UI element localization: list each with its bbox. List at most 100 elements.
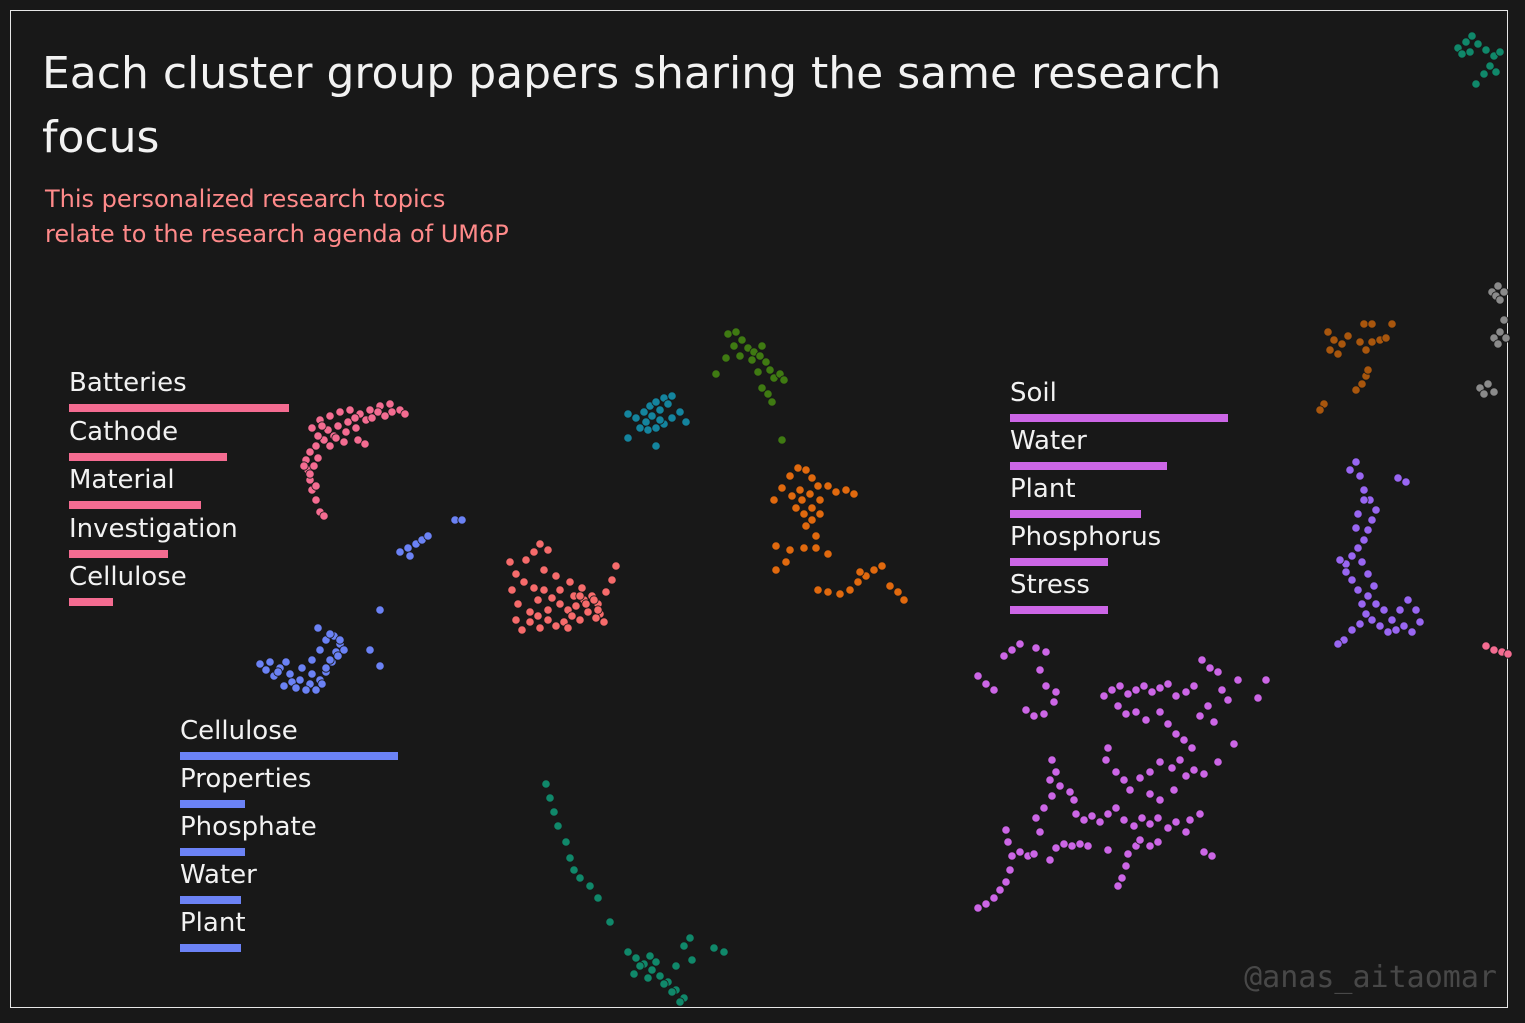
- scatter-point: [1065, 787, 1075, 797]
- scatter-point: [350, 413, 360, 423]
- scatter-point: [1353, 585, 1363, 595]
- scatter-point: [333, 421, 343, 431]
- scatter-point: [591, 613, 601, 623]
- scatter-point: [565, 577, 575, 587]
- scatter-point: [1369, 581, 1379, 591]
- scatter-point: [1041, 681, 1051, 691]
- scatter-point: [1347, 625, 1357, 635]
- scatter-point: [1355, 471, 1365, 481]
- scatter-point: [801, 521, 811, 531]
- scatter-point: [635, 961, 645, 971]
- scatter-point: [575, 873, 585, 883]
- scatter-point: [1359, 495, 1369, 505]
- scatter-point: [307, 655, 317, 665]
- scatter-point: [675, 407, 685, 417]
- scatter-point: [297, 663, 307, 673]
- scatter-point: [1501, 333, 1511, 343]
- scatter-point: [659, 979, 669, 989]
- scatter-point: [539, 565, 549, 575]
- scatter-point: [1387, 319, 1397, 329]
- scatter-point: [295, 675, 305, 685]
- scatter-point: [1155, 795, 1165, 805]
- scatter-point: [1125, 785, 1135, 795]
- scatter-point: [291, 683, 301, 693]
- scatter-point: [1205, 663, 1215, 673]
- scatter-point: [341, 427, 351, 437]
- keyword-label-pink-2: Material: [69, 465, 175, 495]
- cluster-2: [505, 539, 621, 635]
- scatter-point: [1495, 327, 1505, 337]
- scatter-point: [1131, 685, 1141, 695]
- scatter-point: [1467, 31, 1477, 41]
- scatter-point: [1187, 743, 1197, 753]
- scatter-point: [1457, 49, 1467, 59]
- scatter-point: [799, 543, 809, 553]
- scatter-point: [1145, 841, 1155, 851]
- scatter-point: [623, 947, 633, 957]
- scatter-point: [1355, 619, 1365, 629]
- scatter-point: [525, 617, 535, 627]
- scatter-point: [729, 341, 739, 351]
- scatter-point: [395, 547, 405, 557]
- scatter-point: [777, 435, 787, 445]
- scatter-point: [807, 515, 817, 525]
- scatter-point: [1357, 379, 1367, 389]
- scatter-point: [1401, 477, 1411, 487]
- scatter-point: [1121, 709, 1131, 719]
- scatter-point: [1111, 803, 1121, 813]
- scatter-point: [1347, 551, 1357, 561]
- scatter-point: [1145, 767, 1155, 777]
- cluster-10: [1453, 31, 1505, 89]
- keyword-label-violet-0: Soil: [1010, 378, 1057, 408]
- scatter-point: [1489, 387, 1499, 397]
- scatter-point: [1101, 755, 1111, 765]
- scatter-point: [1399, 621, 1409, 631]
- cluster-11: [1481, 641, 1513, 659]
- scatter-point: [331, 433, 341, 443]
- scatter-point: [1355, 337, 1365, 347]
- scatter-point: [533, 595, 543, 605]
- scatter-point: [1479, 69, 1489, 79]
- scatter-point: [687, 955, 697, 965]
- scatter-point: [655, 415, 665, 425]
- scatter-point: [1493, 339, 1503, 349]
- scatter-point: [1199, 847, 1209, 857]
- scatter-point: [1203, 701, 1213, 711]
- chart-title: Each cluster group papers sharing the sa…: [42, 48, 1222, 163]
- scatter-point: [1367, 319, 1377, 329]
- scatter-point: [655, 971, 665, 981]
- keyword-bar-blue-4: [180, 944, 241, 952]
- scatter-point: [805, 489, 815, 499]
- scatter-point: [761, 357, 771, 367]
- scatter-point: [1483, 379, 1493, 389]
- scatter-point: [1047, 755, 1057, 765]
- scatter-point: [313, 431, 323, 441]
- scatter-point: [313, 453, 323, 463]
- scatter-point: [593, 605, 603, 615]
- scatter-point: [1495, 295, 1505, 305]
- scatter-point: [563, 623, 573, 633]
- cluster-9: [1475, 281, 1511, 399]
- scatter-point: [525, 607, 535, 617]
- keyword-label-blue-4: Plant: [180, 908, 246, 938]
- scatter-point: [623, 433, 633, 443]
- scatter-point: [675, 997, 685, 1007]
- chart-subtitle: This personalized research topics relate…: [45, 182, 665, 252]
- scatter-point: [345, 405, 355, 415]
- scatter-point: [1035, 665, 1045, 675]
- keyword-label-blue-2: Phosphate: [180, 812, 317, 842]
- scatter-point: [797, 495, 807, 505]
- scatter-point: [1137, 813, 1147, 823]
- scatter-point: [307, 669, 317, 679]
- scatter-point: [1343, 331, 1353, 341]
- scatter-point: [1341, 567, 1351, 577]
- scatter-point: [1189, 681, 1199, 691]
- scatter-point: [823, 481, 833, 491]
- scatter-point: [1359, 319, 1369, 329]
- scatter-point: [1465, 47, 1475, 57]
- scatter-point: [1119, 775, 1129, 785]
- scatter-point: [585, 881, 595, 891]
- scatter-point: [1415, 617, 1425, 627]
- scatter-point: [1489, 645, 1499, 655]
- scatter-point: [1035, 827, 1045, 837]
